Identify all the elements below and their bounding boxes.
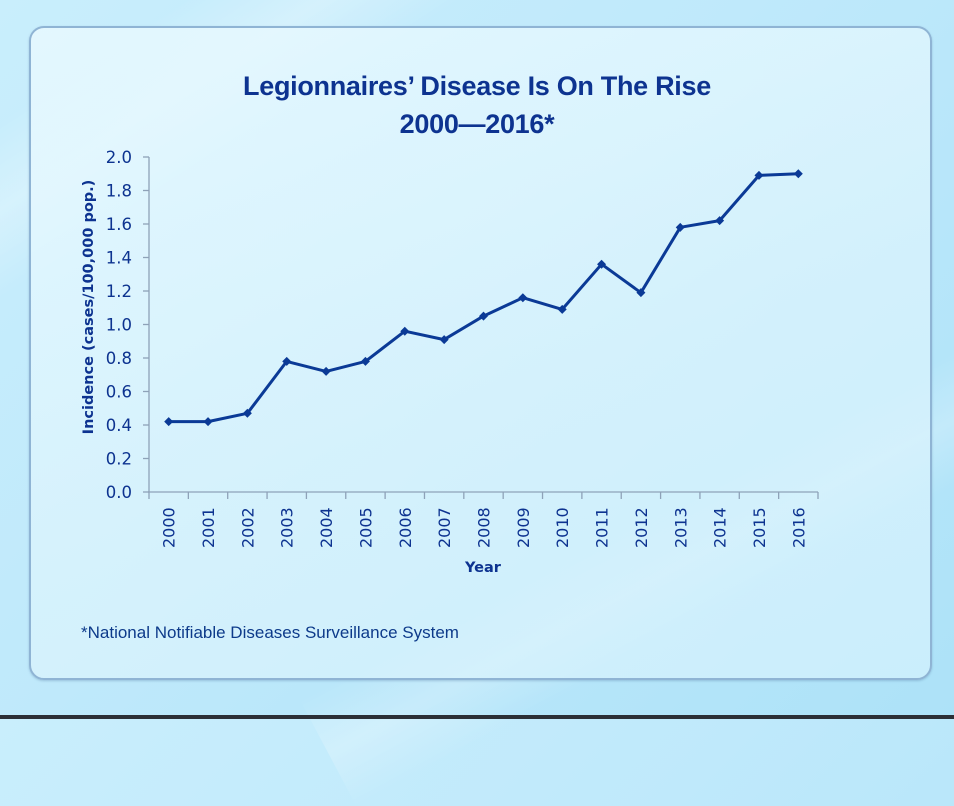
series-incidence [164, 169, 803, 427]
x-tick-label: 2015 [750, 507, 769, 548]
y-tick-label: 0.2 [106, 450, 132, 469]
x-tick-label: 2007 [435, 507, 454, 548]
data-point-marker [439, 335, 449, 345]
data-point-marker [203, 417, 213, 427]
y-tick-label: 0.6 [106, 383, 132, 402]
x-axis-label: Year [464, 560, 502, 576]
data-point-marker [715, 216, 725, 226]
x-tick-label: 2011 [593, 507, 612, 548]
data-point-marker [321, 366, 331, 376]
data-point-marker [557, 304, 567, 314]
bottom-bar [0, 715, 954, 719]
data-point-marker [636, 288, 646, 298]
y-tick-label: 0.4 [106, 416, 132, 435]
data-point-marker [360, 356, 370, 366]
data-point-marker [164, 417, 174, 427]
y-tick-label: 1.4 [106, 249, 132, 268]
data-point-marker [479, 311, 488, 321]
x-tick-label: 2001 [199, 507, 218, 548]
x-tick-label: 2010 [553, 507, 572, 548]
y-tick-label: 1.0 [106, 316, 132, 335]
x-tick-label: 2004 [317, 507, 336, 548]
data-point-marker [793, 169, 803, 179]
y-tick-label: 2.0 [106, 148, 132, 167]
series-line [168, 172, 799, 424]
x-tick-label: 2012 [632, 507, 651, 548]
y-tick-label: 1.6 [106, 215, 132, 234]
chart-panel [29, 26, 932, 680]
chart-title: Legionnaires’ Disease Is On The Rise [243, 71, 711, 101]
y-axis-label: Incidence (cases/100,000 pop.) [81, 180, 97, 435]
footnote: *National Notifiable Diseases Surveillan… [81, 623, 459, 642]
y-axis: 0.0 0.2 0.4 0.6 0.8 1.0 1.2 1.4 1.6 1.8 2.0 [106, 148, 150, 502]
data-point-marker [400, 326, 410, 336]
line-chart: 0.00.20.40.60.81.01.21.41.61.82.0 2000 20… [81, 148, 819, 576]
y-tick-label: 0.8 [106, 349, 132, 368]
x-tick-label: 2013 [671, 507, 690, 548]
x-tick-label: 2005 [356, 507, 375, 548]
chart-subtitle: 2000—2016* [399, 109, 555, 139]
y-tick-label: 0.0 [106, 483, 132, 502]
x-tick-label: 2009 [514, 507, 533, 548]
y-tick-label: 1.2 [106, 282, 132, 301]
x-axis: 2000 2001 2002 2003 2004 2005 2006 2007 2008 2009… [148, 491, 819, 548]
x-tick-label: 2006 [396, 507, 415, 548]
data-point-marker [754, 170, 764, 180]
data-point-marker [597, 259, 607, 269]
x-tick-label: 2003 [278, 507, 297, 548]
y-tick-label: 1.8 [106, 182, 132, 201]
data-point-marker [518, 293, 528, 303]
x-tick-label: 2008 [475, 507, 494, 548]
x-tick-label: 2014 [711, 507, 730, 548]
x-tick-label: 2016 [789, 507, 808, 548]
data-point-marker [282, 356, 292, 366]
data-point-marker [675, 222, 685, 232]
x-tick-label: 2000 [160, 507, 179, 548]
x-tick-label: 2002 [238, 507, 257, 548]
data-point-marker [242, 408, 252, 418]
